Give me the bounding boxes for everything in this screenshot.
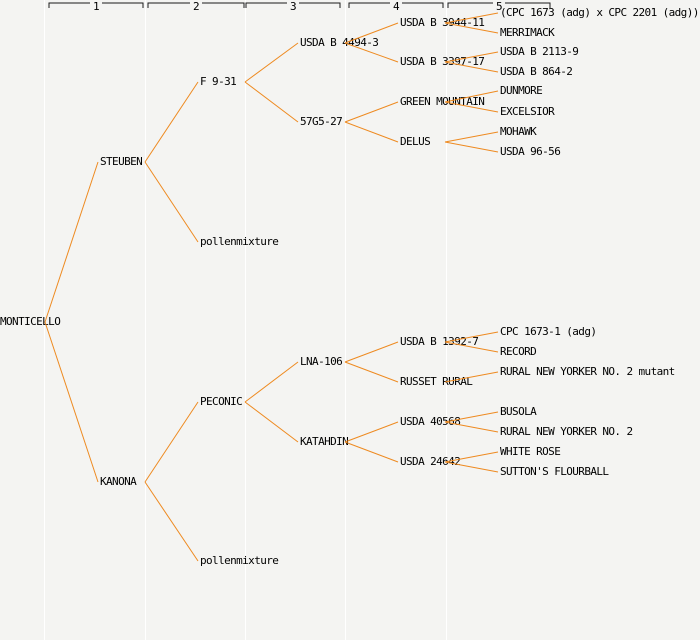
tree-node-usda-b-4494-3: USDA B 4494-3 (300, 36, 379, 49)
tree-node-suttons-flourball: SUTTON'S FLOURBALL (500, 465, 609, 478)
tree-node-usda-b-3944-11: USDA B 3944-11 (400, 16, 485, 29)
tree-node-pollenmixture-2: pollenmixture (200, 554, 279, 567)
tree-node-usda-b-864-2: USDA B 864-2 (500, 65, 573, 78)
tree-node-usda-b-1392-7: USDA B 1392-7 (400, 335, 479, 348)
tree-node-usda-40568: USDA 40568 (400, 415, 461, 428)
tree-node-peconic: PECONIC (200, 395, 243, 408)
tree-node-pollenmixture-1: pollenmixture (200, 235, 279, 248)
tree-node-rural-new-yorker-no-2-mutant: RURAL NEW YORKER NO. 2 mutant (500, 365, 675, 378)
tree-node-monticello: MONTICELLO (0, 315, 61, 328)
tree-node-lna-106: LNA-106 (300, 355, 343, 368)
tree-node-usda-96-56: USDA 96-56 (500, 145, 561, 158)
tree-node-rural-new-yorker-no-2: RURAL NEW YORKER NO. 2 (500, 425, 633, 438)
tree-node-white-rose: WHITE ROSE (500, 445, 561, 458)
tree-node-excelsior: EXCELSIOR (500, 105, 555, 118)
tree-node-katahdin: KATAHDIN (300, 435, 349, 448)
tree-node-kanona: KANONA (100, 475, 137, 488)
tree-node-usda-24642: USDA 24642 (400, 455, 461, 468)
tree-node-busola: BUSOLA (500, 405, 537, 418)
tree-node-mohawk: MOHAWK (500, 125, 537, 138)
tree-node-green-mountain: GREEN MOUNTAIN (400, 95, 485, 108)
tree-node-delus: DELUS (400, 135, 431, 148)
tree-node-cpc-1673-x-cpc-2201: (CPC 1673 (adg) x CPC 2201 (adg)) (500, 6, 699, 19)
tree-node-record: RECORD (500, 345, 537, 358)
tree-node-f-9-31: F 9-31 (200, 75, 237, 88)
tree-node-cpc-1673-1: CPC 1673-1 (adg) (500, 325, 597, 338)
tree-node-steuben: STEUBEN (100, 155, 143, 168)
tree-node-57g5-27: 57G5-27 (300, 115, 343, 128)
tree-node-russet-rural: RUSSET RURAL (400, 375, 473, 388)
tree-node-usda-b-2113-9: USDA B 2113-9 (500, 45, 579, 58)
tree-node-usda-b-3397-17: USDA B 3397-17 (400, 55, 485, 68)
tree-node-dunmore: DUNMORE (500, 84, 543, 97)
tree-node-merrimack: MERRIMACK (500, 26, 555, 39)
generation-gridlines (44, 0, 447, 640)
